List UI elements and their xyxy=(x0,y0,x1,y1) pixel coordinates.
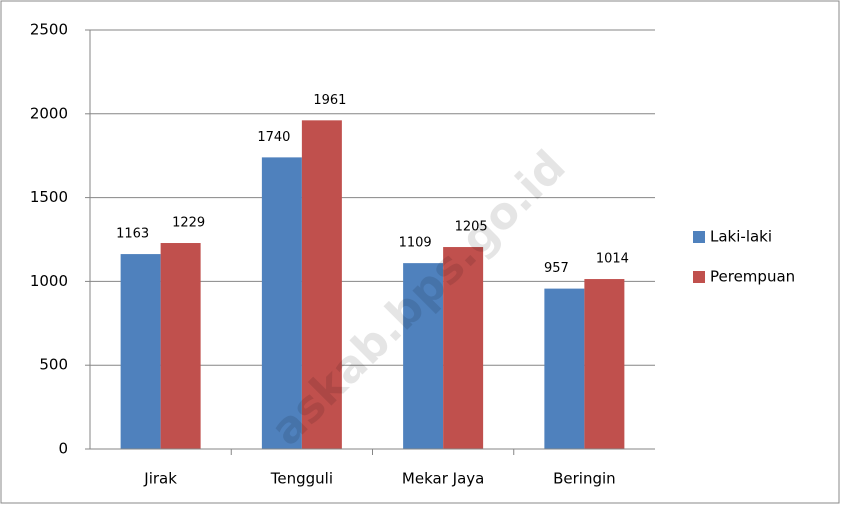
value-label: 957 xyxy=(544,261,569,276)
bar xyxy=(160,243,201,449)
y-tick-label: 1500 xyxy=(30,188,68,206)
legend-swatch xyxy=(693,271,705,283)
y-tick-label: 2500 xyxy=(30,21,68,39)
value-label: 1740 xyxy=(257,130,290,145)
x-tick-label: Beringin xyxy=(553,470,616,488)
y-tick-label: 1000 xyxy=(30,272,68,290)
y-tick-label: 500 xyxy=(39,356,68,374)
legend-swatch xyxy=(693,231,705,243)
value-label: 1163 xyxy=(116,227,149,242)
bar xyxy=(403,263,444,449)
value-label: 1014 xyxy=(596,252,629,267)
y-tick-label: 2000 xyxy=(30,104,68,122)
legend-label: Perempuan xyxy=(710,268,795,286)
x-tick-label: Tengguli xyxy=(270,470,333,488)
x-tick-label: Mekar Jaya xyxy=(402,470,484,488)
bar xyxy=(584,279,625,449)
bar xyxy=(443,247,484,449)
value-label: 1205 xyxy=(455,220,488,235)
bar xyxy=(301,120,342,450)
value-label: 1109 xyxy=(399,236,432,251)
x-tick-label: Jirak xyxy=(143,470,177,488)
y-tick-label: 0 xyxy=(58,440,68,458)
bar xyxy=(544,288,585,449)
bar xyxy=(261,157,302,449)
legend-label: Laki-laki xyxy=(710,228,772,246)
value-label: 1961 xyxy=(313,93,346,108)
value-label: 1229 xyxy=(172,216,205,231)
bar xyxy=(120,254,161,449)
